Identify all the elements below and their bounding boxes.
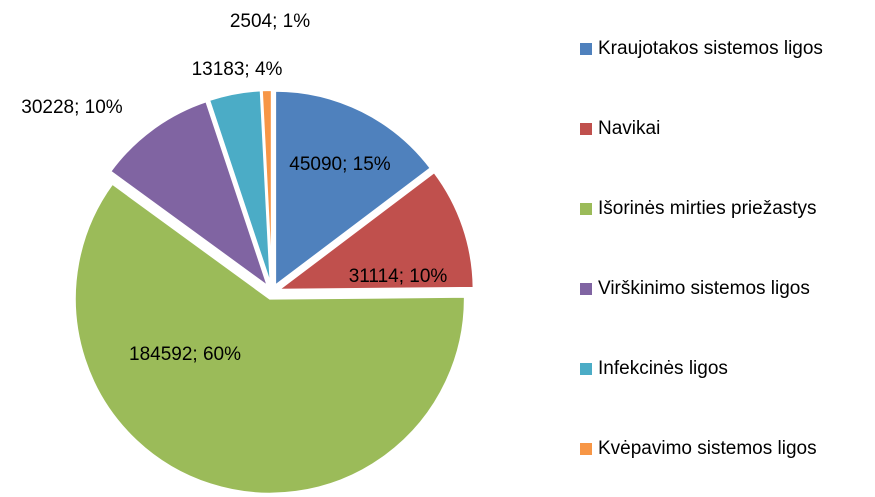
data-label: 2504; 1% xyxy=(230,11,310,32)
legend-label: Kraujotakos sistemos ligos xyxy=(598,38,823,59)
legend-swatch xyxy=(580,363,592,375)
data-label: 13183; 4% xyxy=(192,59,283,80)
legend-item: Infekcinės ligos xyxy=(580,356,728,382)
legend-label: Navikai xyxy=(598,118,661,139)
pie-slice xyxy=(108,100,270,289)
legend-item: Kvėpavimo sistemos ligos xyxy=(580,436,817,462)
legend-label: Infekcinės ligos xyxy=(598,358,728,379)
legend-swatch xyxy=(580,203,592,215)
legend-swatch xyxy=(580,123,592,135)
legend-item: Kraujotakos sistemos ligos xyxy=(580,36,823,62)
pie-slice xyxy=(207,89,272,286)
pie-slice xyxy=(275,170,475,291)
data-label: 30228; 10% xyxy=(21,97,123,118)
data-label: 31114; 10% xyxy=(349,266,448,287)
data-label: 45090; 15% xyxy=(289,154,391,175)
legend-item: Virškinimo sistemos ligos xyxy=(580,276,810,302)
legend-label: Išorinės mirties priežastys xyxy=(598,198,817,219)
legend-swatch xyxy=(580,283,592,295)
legend-swatch xyxy=(580,443,592,455)
legend-label: Virškinimo sistemos ligos xyxy=(598,278,810,299)
legend-swatch xyxy=(580,43,592,55)
pie-slice xyxy=(73,182,466,495)
data-label: 184592; 60% xyxy=(129,344,241,365)
pie-slice xyxy=(274,89,433,288)
legend-item: Navikai xyxy=(580,116,660,142)
pie-slice xyxy=(260,89,273,286)
legend-label: Kvėpavimo sistemos ligos xyxy=(598,438,817,459)
legend-item: Išorinės mirties priežastys xyxy=(580,196,817,222)
